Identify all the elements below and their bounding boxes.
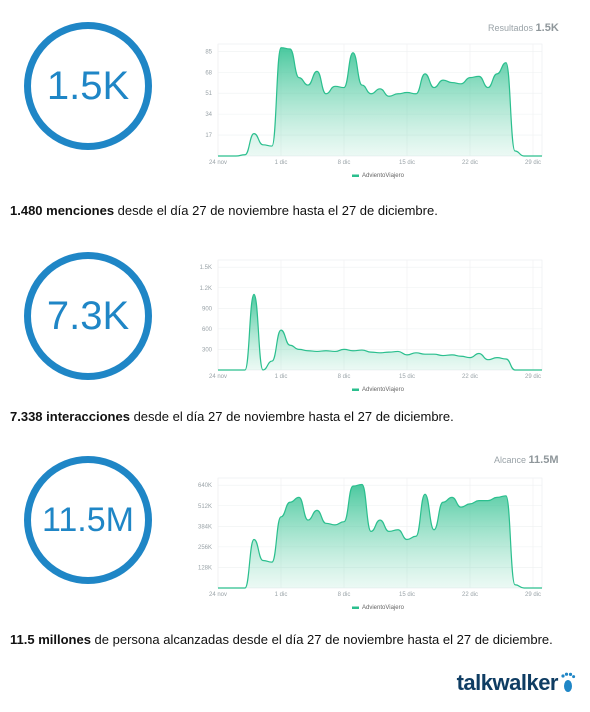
kpi-value: 11.5M	[42, 500, 134, 539]
y-tick-label: 68	[205, 70, 212, 76]
legend-swatch	[352, 606, 359, 609]
series-area	[218, 294, 542, 370]
series-area	[218, 47, 542, 156]
logo-text: talkwalker	[456, 670, 559, 695]
corner-value: 1.5K	[535, 22, 559, 34]
caption: 1.480 menciones desde el día 27 de novie…	[10, 201, 570, 221]
x-tick-label: 22 dic	[462, 160, 478, 166]
y-tick-label: 256K	[198, 545, 212, 551]
section-mentions: 1.5K Resultados 1.5K 17 34 51 68 85 24 nov 1 d…	[0, 0, 590, 230]
x-tick-label: 15 dic	[399, 160, 415, 166]
x-tick-label: 1 dic	[275, 374, 288, 380]
y-tick-label: 85	[205, 49, 212, 55]
corner-label: Resultados	[488, 23, 534, 33]
x-tick-label: 1 dic	[275, 592, 288, 598]
y-tick-label: 1.5K	[200, 265, 212, 271]
x-tick-label: 29 dic	[525, 374, 541, 380]
y-tick-label: 17	[205, 133, 212, 139]
y-tick-label: 34	[205, 112, 212, 118]
corner-summary: Alcance 11.5M	[494, 454, 559, 466]
x-tick-label: 15 dic	[399, 374, 415, 380]
caption-bold: 11.5 millones	[10, 632, 91, 647]
x-tick-label: 29 dic	[525, 160, 541, 166]
corner-label: Alcance	[494, 455, 527, 465]
x-tick-label: 8 dic	[338, 592, 351, 598]
kpi-value: 7.3K	[46, 293, 130, 338]
caption: 11.5 millones de persona alcanzadas desd…	[10, 630, 570, 650]
chart-reach: 128K 256K 384K 512K 640K 24 nov 1 dic 8 dic 15 d…	[198, 477, 543, 611]
talkwalker-logo: talkwalker	[457, 670, 576, 696]
kpi-ring: 11.5M	[24, 456, 152, 584]
y-tick-label: 640K	[198, 483, 212, 489]
caption-text: desde el día 27 de noviembre hasta el 27…	[114, 203, 438, 218]
x-tick-label: 24 nov	[209, 160, 227, 166]
legend-label: AdvientoViajero	[362, 173, 405, 179]
footprint-icon	[561, 672, 576, 692]
y-tick-label: 900	[202, 306, 213, 312]
chart-interactions: 300 600 900 1.2K 1.5K 24 nov 1 dic 8 dic 15 dic 2…	[200, 259, 543, 393]
section-interactions: 7.3K 300 600 900 1.2K 1.5K 24 nov 1 dic 8 dic 15…	[0, 230, 590, 440]
caption-text: de persona alcanzadas desde el día 27 de…	[90, 632, 553, 647]
legend-swatch	[352, 174, 359, 177]
x-tick-label: 24 nov	[209, 374, 227, 380]
x-tick-label: 15 dic	[399, 592, 415, 598]
legend-label: AdvientoViajero	[362, 605, 405, 611]
series-area	[218, 484, 542, 588]
chart-mentions: 17 34 51 68 85 24 nov 1 dic 8 dic 15 dic 22 dic 29…	[205, 43, 543, 179]
y-tick-label: 128K	[198, 565, 212, 571]
series-line	[218, 293, 542, 371]
kpi-value: 1.5K	[46, 63, 130, 108]
x-tick-label: 8 dic	[338, 374, 351, 380]
caption: 7.338 interacciones desde el día 27 de n…	[10, 407, 570, 427]
legend-swatch	[352, 388, 359, 391]
series-line	[218, 47, 542, 157]
x-tick-label: 1 dic	[275, 160, 288, 166]
legend-label: AdvientoViajero	[362, 387, 405, 393]
y-tick-label: 1.2K	[200, 286, 212, 292]
y-tick-label: 512K	[198, 504, 212, 510]
series-line	[218, 483, 542, 589]
kpi-ring: 1.5K	[24, 22, 152, 150]
corner-summary: Resultados 1.5K	[488, 22, 559, 34]
x-tick-label: 29 dic	[525, 592, 541, 598]
y-tick-label: 384K	[198, 524, 212, 530]
x-tick-label: 22 dic	[462, 374, 478, 380]
x-tick-label: 8 dic	[338, 160, 351, 166]
y-tick-label: 300	[202, 347, 213, 353]
y-tick-label: 51	[205, 91, 212, 97]
x-tick-label: 22 dic	[462, 592, 478, 598]
caption-text: desde el día 27 de noviembre hasta el 27…	[129, 409, 454, 424]
y-tick-label: 600	[202, 327, 213, 333]
section-reach: 11.5M Alcance 11.5M 128K 256K 384K 512K 640K…	[0, 440, 590, 712]
x-tick-label: 24 nov	[209, 592, 227, 598]
kpi-ring: 7.3K	[24, 252, 152, 380]
caption-bold: 7.338 interacciones	[10, 409, 130, 424]
caption-bold: 1.480 menciones	[10, 203, 115, 218]
corner-value: 11.5M	[528, 454, 559, 466]
